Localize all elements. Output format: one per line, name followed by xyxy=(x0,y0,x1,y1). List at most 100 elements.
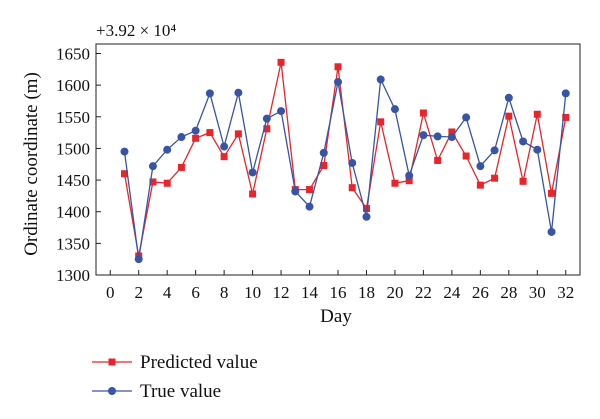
data-point xyxy=(191,126,200,135)
x-tick-label: 30 xyxy=(529,283,546,302)
y-tick-label: 1400 xyxy=(56,203,90,222)
data-point xyxy=(306,186,314,194)
series-line xyxy=(123,62,567,257)
series-layer xyxy=(120,58,570,264)
x-tick-label: 16 xyxy=(330,283,347,302)
data-point xyxy=(476,162,485,171)
data-point xyxy=(220,153,228,161)
data-point xyxy=(405,177,413,185)
data-point xyxy=(220,142,229,151)
data-point xyxy=(177,163,185,171)
data-point xyxy=(490,146,499,155)
legend-marker xyxy=(108,358,116,366)
data-point xyxy=(234,88,243,97)
x-tick-label: 28 xyxy=(500,283,517,302)
data-point xyxy=(462,113,471,122)
x-tick-label: 8 xyxy=(220,283,229,302)
data-point xyxy=(348,184,356,192)
data-point xyxy=(277,107,286,116)
x-tick-label: 10 xyxy=(244,283,261,302)
data-point xyxy=(277,58,285,66)
data-point xyxy=(262,114,271,123)
data-point xyxy=(206,129,214,137)
data-point xyxy=(234,130,242,138)
y-axis-label: Ordinate coordinate (m) xyxy=(21,72,42,256)
data-point xyxy=(548,189,556,197)
x-axis-label: Day xyxy=(320,306,352,327)
legend-marker xyxy=(108,387,116,395)
data-point xyxy=(120,147,129,156)
x-tick-label: 18 xyxy=(358,283,375,302)
data-point xyxy=(163,145,172,154)
data-point xyxy=(177,133,186,142)
data-point xyxy=(192,134,200,142)
data-point xyxy=(334,77,342,86)
x-tick-label: 14 xyxy=(301,283,319,302)
y-tick-label: 1650 xyxy=(56,44,90,63)
data-point xyxy=(519,177,527,185)
data-point xyxy=(263,125,271,133)
y-tick-label: 1600 xyxy=(56,76,90,95)
series-line xyxy=(123,77,567,260)
data-point xyxy=(476,181,484,189)
data-point xyxy=(419,109,427,117)
data-point xyxy=(334,63,342,71)
data-point xyxy=(205,89,214,98)
data-point xyxy=(519,137,528,146)
data-point xyxy=(249,190,257,198)
data-point xyxy=(377,118,385,126)
data-point xyxy=(562,113,570,121)
legend-item: True value xyxy=(92,381,221,402)
data-point xyxy=(419,131,428,140)
x-tick-label: 24 xyxy=(443,283,461,302)
data-point xyxy=(533,110,541,118)
legend-label: Predicted value xyxy=(140,352,258,373)
x-tick-label: 2 xyxy=(134,283,143,302)
y-tick-label: 1550 xyxy=(56,108,90,127)
data-point xyxy=(348,158,357,167)
data-point xyxy=(434,156,442,164)
data-point xyxy=(149,178,157,186)
x-tick-label: 12 xyxy=(273,283,290,302)
x-tick-label: 4 xyxy=(163,283,172,302)
data-point xyxy=(547,227,556,236)
x-tick-label: 32 xyxy=(557,283,574,302)
data-point xyxy=(561,89,570,98)
data-point xyxy=(120,170,128,178)
data-point xyxy=(163,179,171,187)
data-point xyxy=(462,152,470,160)
data-point xyxy=(134,255,143,264)
data-point xyxy=(504,93,513,102)
data-point xyxy=(448,128,456,136)
axis-offset-label: +3.92 × 10⁴ xyxy=(96,21,176,40)
x-tick-label: 26 xyxy=(472,283,489,302)
x-tick-label: 0 xyxy=(106,283,115,302)
data-point xyxy=(362,205,370,213)
data-point xyxy=(491,174,499,182)
axes: 0 2 4 6 8 10 12 14 16 18 20 22 24 26 28 30 3213001350140… xyxy=(56,43,581,302)
y-tick-label: 1450 xyxy=(56,171,90,190)
data-point xyxy=(291,187,300,196)
x-tick-label: 20 xyxy=(386,283,403,302)
data-point xyxy=(391,179,399,187)
data-point xyxy=(447,133,456,142)
data-point xyxy=(248,168,257,177)
data-point xyxy=(376,75,385,84)
data-point xyxy=(148,162,157,171)
data-point xyxy=(362,212,371,221)
data-point xyxy=(405,171,414,180)
x-tick-label: 6 xyxy=(191,283,200,302)
data-point xyxy=(533,145,542,154)
data-point xyxy=(320,162,328,170)
data-point xyxy=(505,112,513,120)
data-point xyxy=(305,202,314,211)
data-point xyxy=(319,148,328,157)
legend-label: True value xyxy=(140,381,221,402)
y-tick-label: 1500 xyxy=(56,139,90,158)
data-point xyxy=(390,105,399,114)
legend: Predicted value True value xyxy=(92,352,258,402)
y-tick-label: 1350 xyxy=(56,234,90,253)
data-point xyxy=(433,132,442,141)
y-tick-label: 1300 xyxy=(56,266,90,285)
